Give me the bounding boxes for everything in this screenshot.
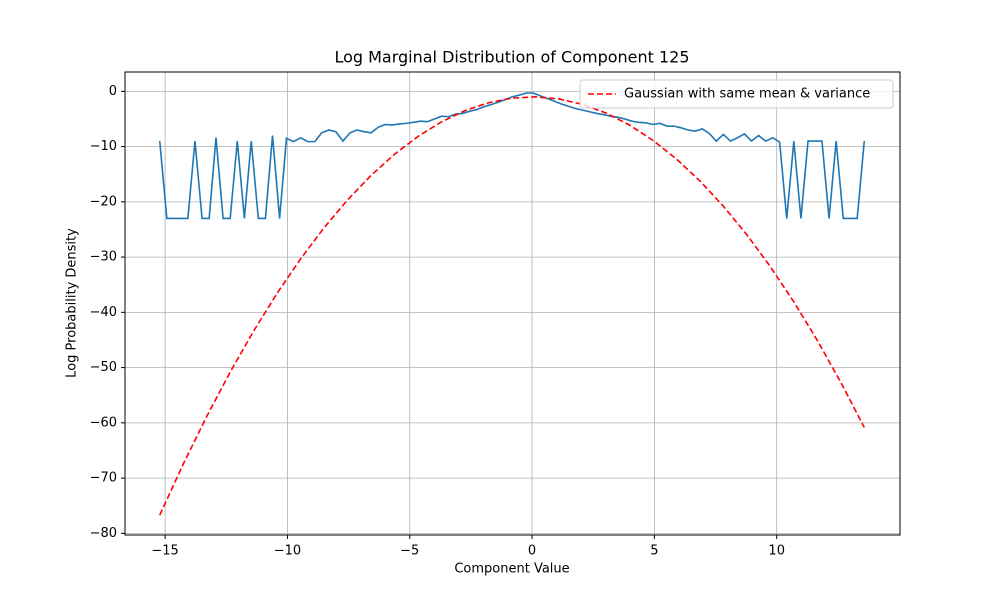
y-tick-label: −20 <box>90 194 117 209</box>
y-tick-label: −30 <box>90 250 117 265</box>
x-axis-label: Component Value <box>454 562 569 577</box>
x-tick-label: −5 <box>400 544 419 559</box>
legend-box <box>579 79 894 109</box>
x-tick-label: 10 <box>768 544 785 559</box>
chart-title: Log Marginal Distribution of Component 1… <box>334 48 689 67</box>
y-tick-label: −10 <box>90 139 117 154</box>
data-line <box>158 92 866 220</box>
y-tick-label: −50 <box>90 360 117 375</box>
y-tick-label: −80 <box>90 526 117 541</box>
y-tick-label: −60 <box>90 415 117 430</box>
plot-frame <box>124 71 901 536</box>
y-tick-label: −70 <box>90 471 117 486</box>
y-axis-label: Log Probability Density <box>65 228 80 378</box>
y-tick-label: 0 <box>109 84 117 99</box>
x-tick-label: 0 <box>528 544 536 559</box>
x-tick-label: 5 <box>650 544 658 559</box>
legend-label: Gaussian with same mean & variance <box>624 87 870 102</box>
x-tick-label: −10 <box>274 544 301 559</box>
x-tick-label: −15 <box>151 544 178 559</box>
data-line <box>159 96 865 516</box>
y-tick-label: −40 <box>90 305 117 320</box>
